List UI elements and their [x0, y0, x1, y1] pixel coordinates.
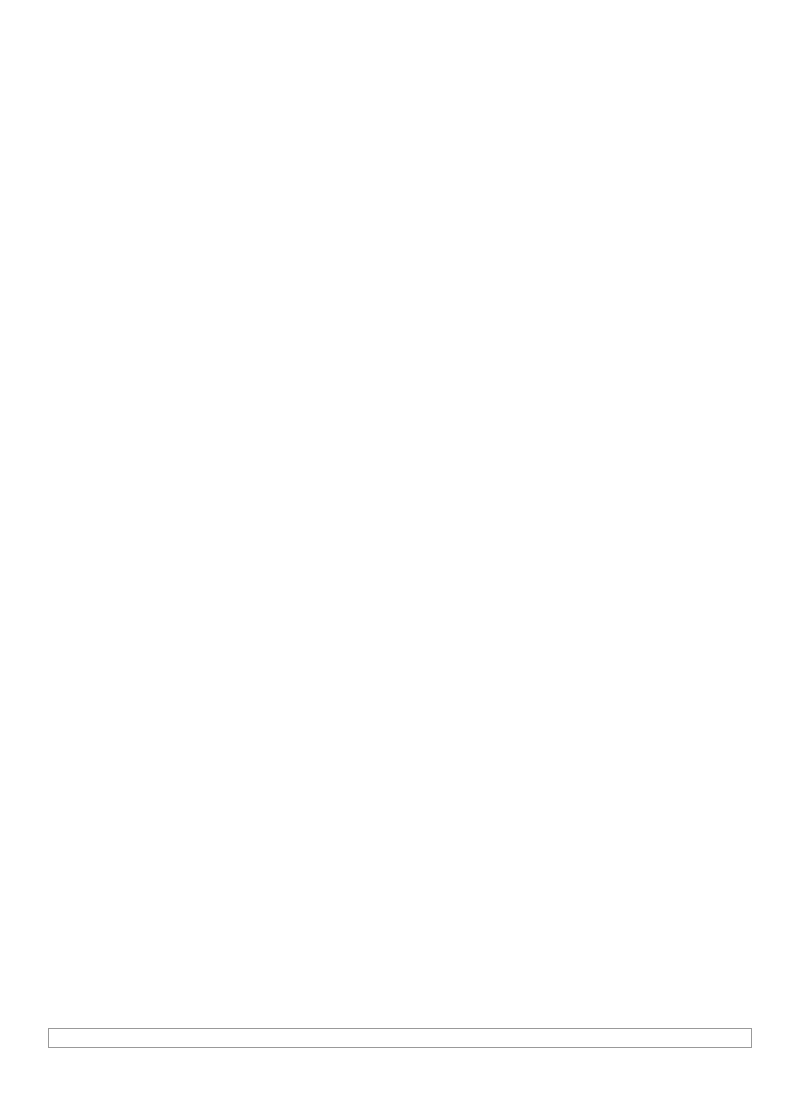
- map-svg: [72, 33, 768, 963]
- colorbar: [48, 1028, 752, 1048]
- y-axis-label: [4, 33, 30, 963]
- map-plot-area: [72, 33, 768, 963]
